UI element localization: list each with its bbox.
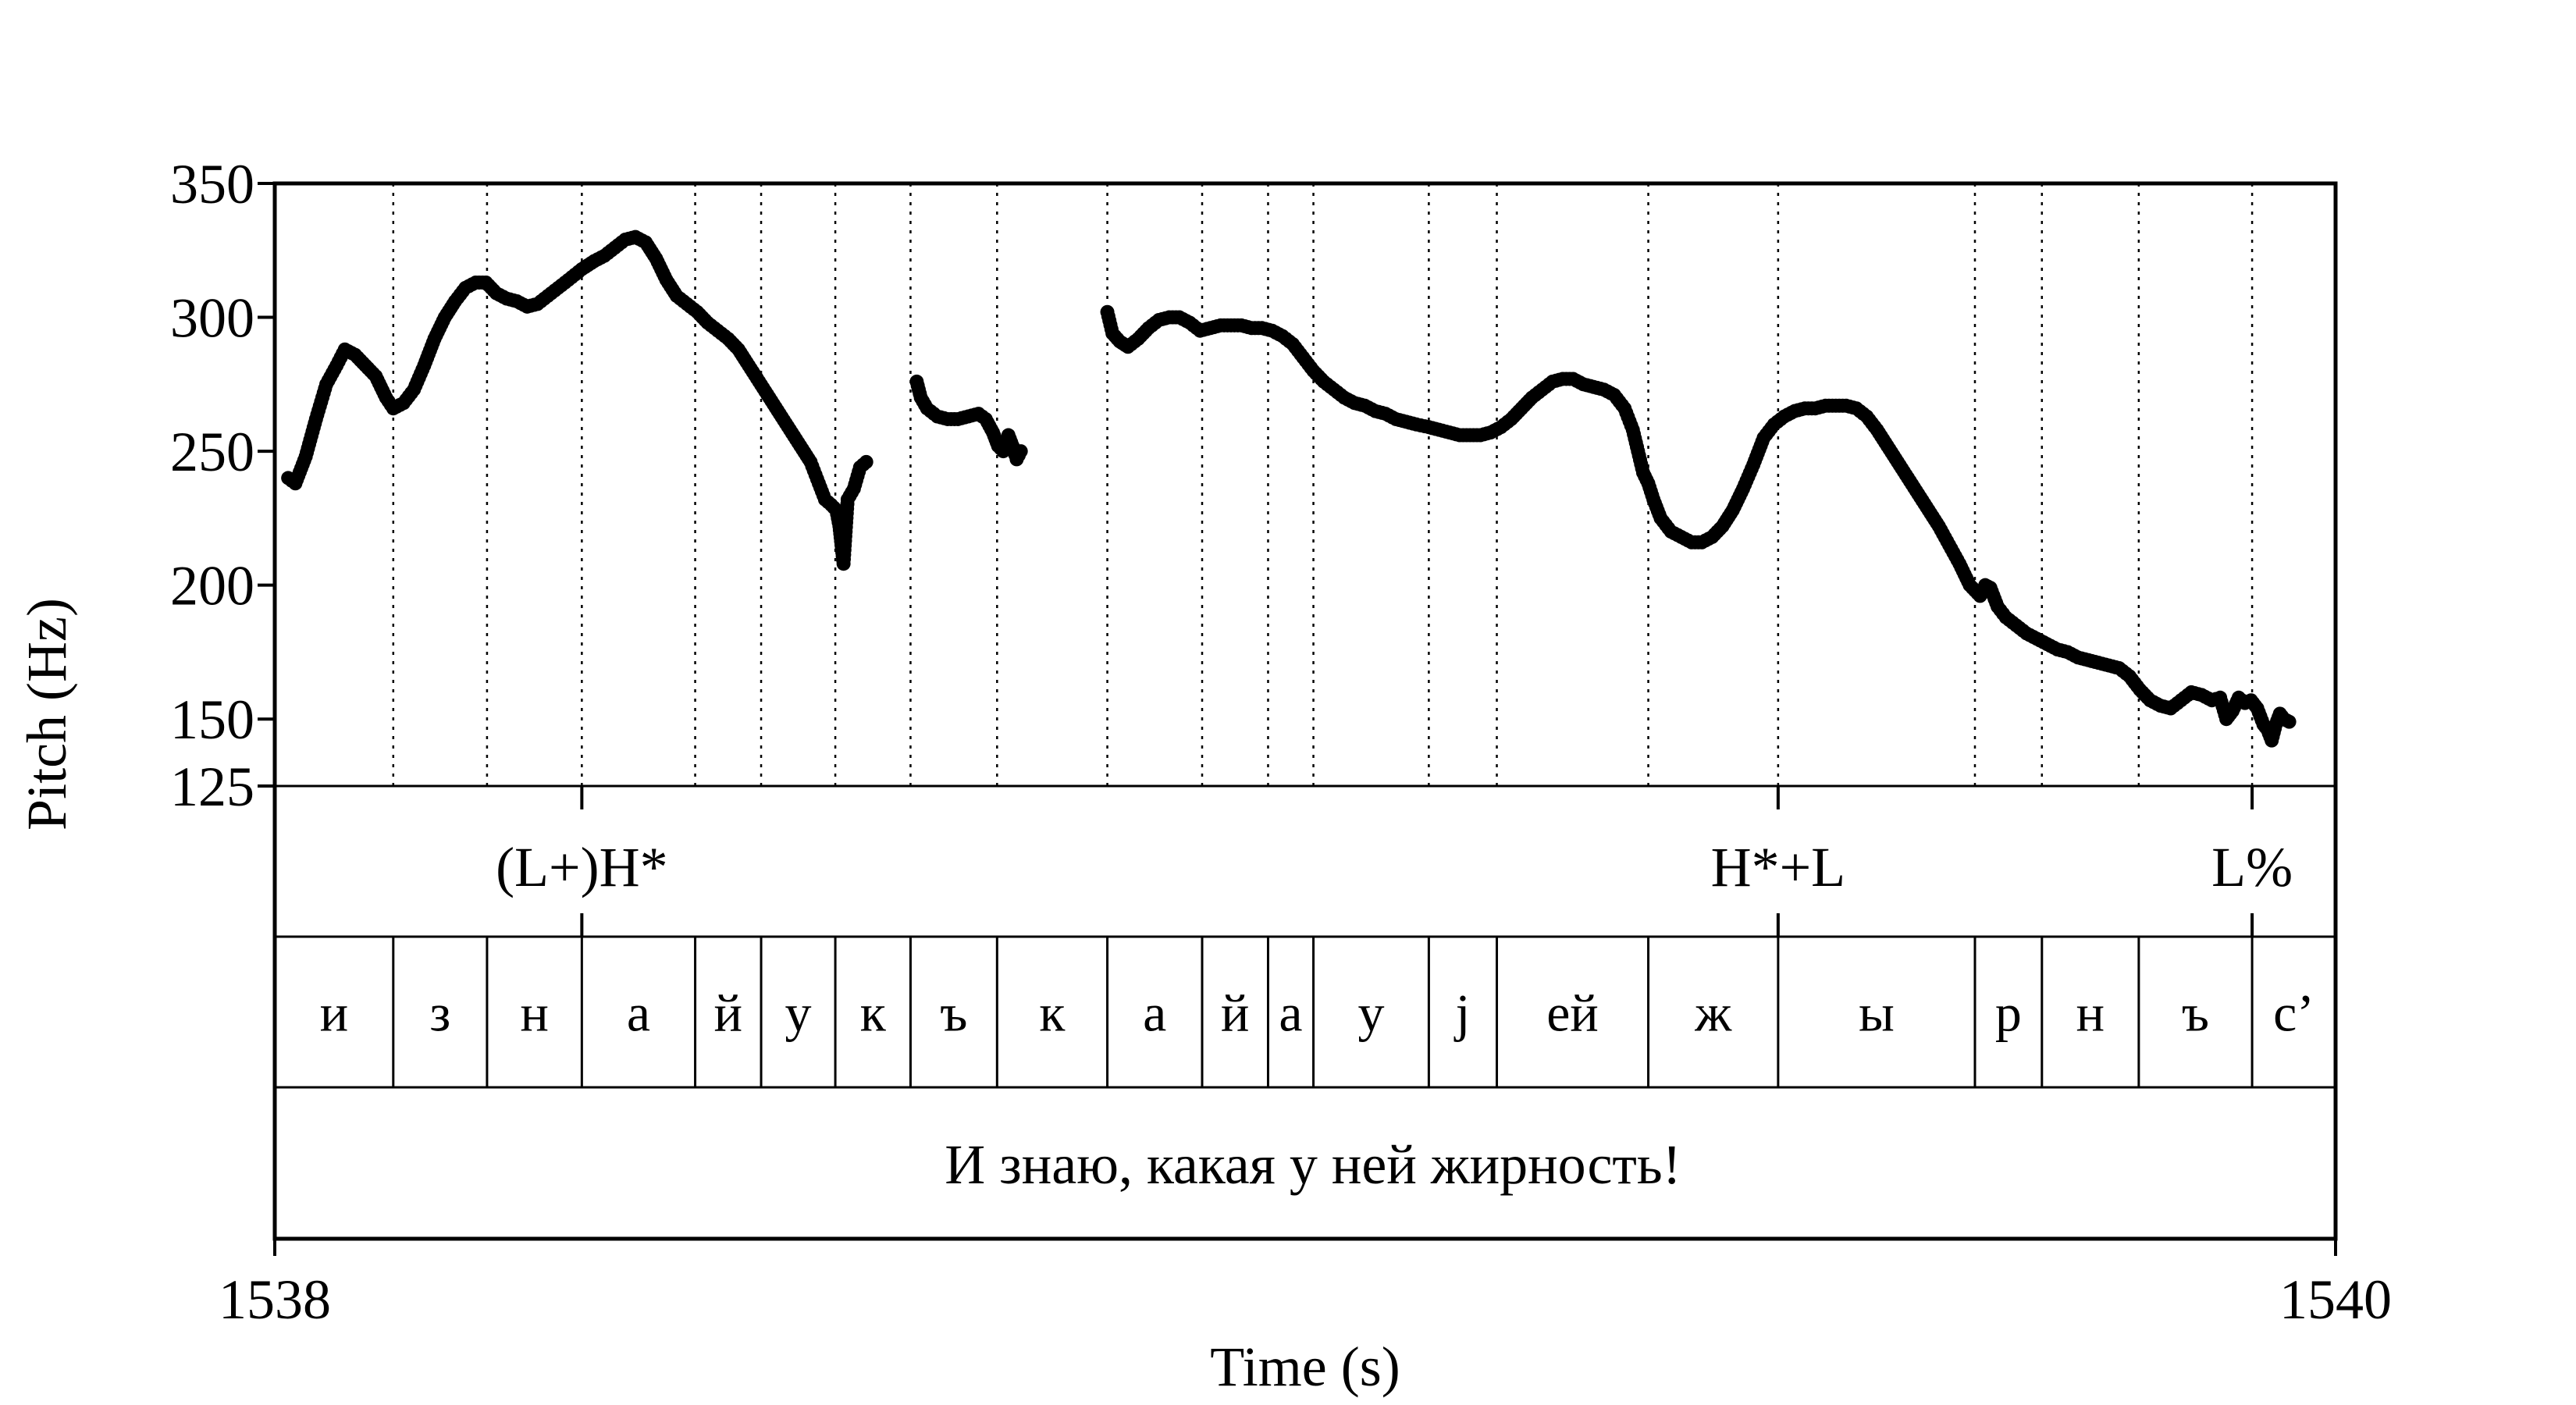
segment-label: р bbox=[1995, 984, 2022, 1043]
y-tick-label: 125 bbox=[170, 756, 254, 818]
segment-label: а bbox=[1143, 984, 1166, 1043]
segment-label: ъ bbox=[940, 984, 967, 1043]
segment-label: з bbox=[429, 984, 450, 1043]
pitch-point bbox=[859, 454, 873, 469]
segment-label: й bbox=[714, 984, 742, 1043]
segment-label: у bbox=[785, 984, 812, 1043]
sentence-label: И знаю, какая у ней жирность! bbox=[945, 1133, 1681, 1196]
axes bbox=[258, 181, 2338, 1256]
annotation-tiers: и з н а й у к ъ к а й а у j ей ж ы р н ъ с’(L+)H* H*+L L%И зна… bbox=[275, 784, 2336, 1196]
segment-label: ъ bbox=[2182, 984, 2209, 1043]
y-tick-label: 350 bbox=[170, 153, 254, 215]
pitch-point bbox=[2282, 714, 2297, 729]
pitch-point bbox=[1013, 444, 1028, 459]
segment-label: й bbox=[1221, 984, 1249, 1043]
segment-label: а bbox=[1279, 984, 1302, 1043]
x-tick-label: 1538 bbox=[219, 1268, 331, 1331]
tone-label: H*+L bbox=[1711, 836, 1846, 898]
segment-label: н bbox=[520, 984, 548, 1043]
y-tick-label: 300 bbox=[170, 287, 254, 350]
plot-frame bbox=[272, 181, 2338, 1241]
segment-label: с’ bbox=[2273, 984, 2314, 1043]
pitch-points bbox=[281, 229, 2297, 748]
segment-boundary-lines bbox=[392, 183, 2254, 786]
y-tick-label: 200 bbox=[170, 555, 254, 617]
segment-label: и bbox=[320, 984, 348, 1043]
segment-label: j bbox=[1454, 984, 1471, 1043]
y-tick-label: 250 bbox=[170, 421, 254, 483]
segment-label: н bbox=[2076, 984, 2105, 1043]
tone-label: L% bbox=[2211, 836, 2293, 898]
x-tick-label: 1540 bbox=[2279, 1268, 2392, 1331]
segment-label: у bbox=[1357, 984, 1384, 1043]
x-axis-title: Time (s) bbox=[1210, 1336, 1400, 1398]
tone-label: (L+)H* bbox=[496, 836, 668, 898]
y-axis-title: Pitch (Hz) bbox=[16, 598, 78, 831]
segment-label: а bbox=[627, 984, 650, 1043]
segment-label: ей bbox=[1546, 984, 1599, 1043]
segment-label: ж bbox=[1694, 984, 1732, 1043]
segment-label: к bbox=[1039, 984, 1066, 1043]
y-tick-label: 150 bbox=[170, 688, 254, 751]
segment-label: к bbox=[860, 984, 887, 1043]
segment-label: ы bbox=[1859, 984, 1895, 1043]
